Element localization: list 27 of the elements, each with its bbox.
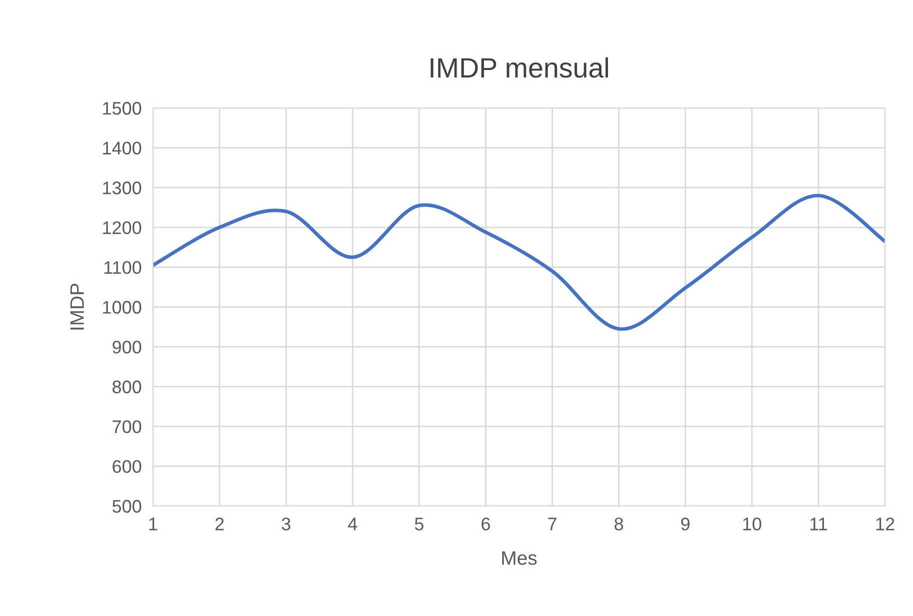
x-tick-label: 12	[876, 518, 894, 530]
x-tick-label: 2	[215, 518, 224, 530]
y-tick-label: 1300	[103, 182, 142, 194]
x-tick-label: 5	[414, 518, 424, 530]
y-tick-label: 700	[112, 420, 142, 434]
y-tick-label: 500	[112, 500, 142, 513]
x-axis-title: Mes	[502, 551, 537, 565]
y-tick-label: 1500	[103, 102, 142, 115]
x-tick-label: 3	[282, 518, 290, 530]
y-axis-title: IMDP	[70, 284, 84, 330]
x-tick-label: 8	[614, 518, 624, 530]
y-tick-label: 600	[112, 460, 142, 473]
y-tick-label: 1400	[103, 142, 142, 155]
y-tick-label: 1200	[103, 221, 142, 234]
x-tick-label: 9	[681, 518, 690, 530]
line-series	[153, 194, 885, 331]
x-tick-label: 11	[810, 518, 827, 530]
x-tick-label: 10	[743, 518, 762, 530]
x-tick-label: 4	[348, 518, 358, 530]
chart-title: IMDP mensual	[430, 57, 608, 78]
y-tick-label: 1100	[104, 261, 142, 274]
y-tick-label: 900	[112, 340, 142, 354]
y-tick-label: 1000	[103, 300, 142, 314]
x-tick-label: 6	[482, 518, 490, 530]
x-tick-label: 7	[548, 518, 556, 530]
x-tick-label: 1	[149, 518, 158, 530]
y-tick-label: 800	[112, 380, 142, 394]
